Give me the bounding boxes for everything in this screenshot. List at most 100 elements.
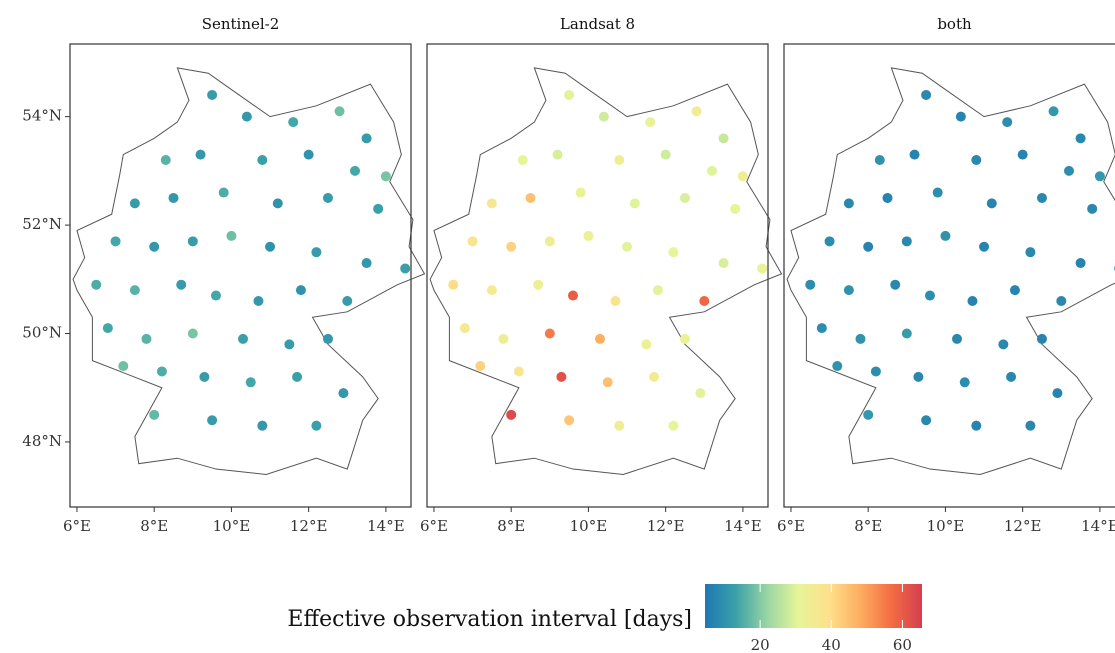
panel-frame (69, 43, 412, 508)
station-point (380, 171, 391, 182)
station-point (718, 258, 729, 269)
station-point (187, 328, 198, 339)
y-tick-label: 48°N (22, 432, 62, 450)
station-point (668, 420, 679, 431)
station-point (334, 106, 345, 117)
station-point (629, 198, 640, 209)
station-point (1064, 165, 1075, 176)
station-point (1025, 247, 1036, 258)
station-point (971, 155, 982, 166)
station-point (832, 361, 843, 372)
station-point (373, 203, 384, 214)
station-point (699, 295, 710, 306)
panel-frame (783, 43, 1115, 508)
station-point (284, 339, 295, 350)
station-point (361, 258, 372, 269)
station-point (350, 165, 361, 176)
country-outline (786, 67, 1115, 475)
station-point (257, 420, 268, 431)
station-point (737, 171, 748, 182)
station-point (843, 285, 854, 296)
station-point (1052, 388, 1063, 399)
x-tick-label: 6°E (420, 517, 448, 535)
station-point (303, 149, 314, 160)
station-point (544, 328, 555, 339)
station-point (730, 203, 741, 214)
x-tick-label: 8°E (140, 517, 168, 535)
station-point (506, 241, 517, 252)
station-point (311, 247, 322, 258)
station-point (91, 279, 102, 290)
station-point (459, 323, 470, 334)
station-point (102, 323, 113, 334)
station-point (1036, 333, 1047, 344)
station-point (129, 285, 140, 296)
x-tick-label: 8°E (854, 517, 882, 535)
station-point (253, 295, 264, 306)
station-point (1048, 106, 1059, 117)
station-point (265, 241, 276, 252)
station-point (218, 187, 229, 198)
station-point (610, 295, 621, 306)
station-point (467, 236, 478, 247)
station-point (149, 241, 160, 252)
station-point (921, 415, 932, 426)
x-tick-label: 10°E (570, 517, 608, 535)
station-point (757, 263, 768, 274)
station-point (226, 230, 237, 241)
station-point (238, 333, 249, 344)
x-tick-label: 14°E (724, 517, 762, 535)
station-point (660, 149, 671, 160)
station-point (602, 377, 613, 388)
station-point (679, 333, 690, 344)
station-point (207, 89, 218, 100)
station-point (668, 247, 679, 258)
station-point (843, 198, 854, 209)
station-point (1002, 117, 1013, 128)
station-point (110, 236, 121, 247)
station-point (855, 333, 866, 344)
station-point (890, 279, 901, 290)
station-point (816, 323, 827, 334)
station-point (295, 285, 306, 296)
station-point (486, 198, 497, 209)
station-point (598, 111, 609, 122)
station-point (338, 388, 349, 399)
station-point (909, 149, 920, 160)
station-point (513, 366, 524, 377)
station-point (129, 198, 140, 209)
station-point (955, 111, 966, 122)
x-tick-label: 14°E (367, 517, 405, 535)
station-point (506, 409, 517, 420)
station-point (1025, 420, 1036, 431)
station-point (176, 279, 187, 290)
colorbar-tick-label: 40 (822, 636, 841, 653)
station-point (288, 117, 299, 128)
station-point (971, 420, 982, 431)
station-point (901, 328, 912, 339)
station-point (187, 236, 198, 247)
station-point (1017, 149, 1028, 160)
station-point (118, 361, 129, 372)
station-point (863, 241, 874, 252)
station-point (564, 89, 575, 100)
colorbar-tick-label: 60 (893, 636, 912, 653)
station-point (652, 285, 663, 296)
y-tick-label: 54°N (22, 107, 62, 125)
station-point (292, 371, 303, 382)
station-point (199, 371, 210, 382)
station-point (311, 420, 322, 431)
station-point (924, 290, 935, 301)
station-point (149, 409, 160, 420)
x-tick-label: 12°E (290, 517, 328, 535)
station-point (707, 165, 718, 176)
station-point (486, 285, 497, 296)
station-point (160, 155, 171, 166)
country-outline (429, 67, 783, 475)
station-point (207, 415, 218, 426)
station-point (1006, 371, 1017, 382)
station-point (544, 236, 555, 247)
station-point (141, 333, 152, 344)
